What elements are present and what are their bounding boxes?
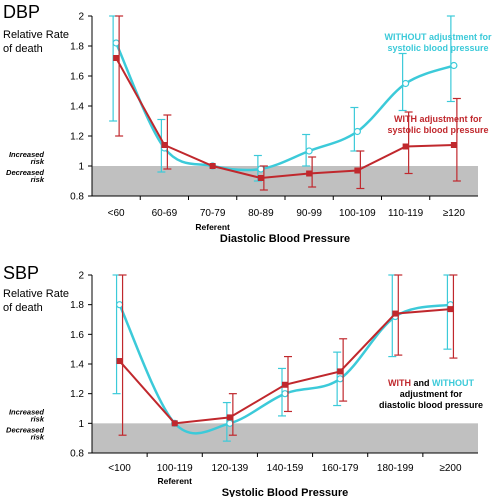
y-axis-label: Relative Rate bbox=[3, 29, 69, 41]
without-data-point bbox=[226, 419, 234, 427]
x-axis-label: Systolic Blood Pressure bbox=[222, 487, 349, 497]
y-tick-label: 1.2 bbox=[70, 389, 84, 400]
with-data-point bbox=[113, 55, 120, 61]
with-annotation: WITH adjustment for bbox=[394, 114, 482, 124]
referent-label: Referent bbox=[157, 476, 192, 486]
with-data-point bbox=[209, 163, 216, 169]
y-axis-label: of death bbox=[3, 43, 43, 55]
x-tick-label: 90-99 bbox=[296, 208, 322, 219]
x-tick-label: 110-119 bbox=[388, 208, 424, 219]
with-annotation: systolic blood pressure bbox=[387, 125, 488, 135]
with-data-point bbox=[161, 142, 168, 148]
with-data-point bbox=[226, 414, 233, 421]
x-tick-label: ≥120 bbox=[443, 208, 466, 219]
y-axis-label: Relative Rate bbox=[3, 288, 69, 300]
without-data-point bbox=[305, 147, 313, 155]
y-tick-label: 2 bbox=[78, 271, 84, 282]
annotation-word-without: WITHOUT bbox=[432, 378, 474, 388]
decreased-risk-band bbox=[92, 423, 478, 453]
annotation-word-and: and bbox=[411, 378, 432, 388]
increased-risk-label: risk bbox=[31, 414, 45, 423]
without-annotation: systolic blood pressure bbox=[387, 43, 488, 53]
y-tick-label: 0.8 bbox=[70, 192, 84, 203]
annotation-line: adjustment for bbox=[400, 389, 463, 399]
without-annotation: WITHOUT adjustment for bbox=[385, 32, 492, 42]
annotation-word-with: WITH bbox=[388, 378, 411, 388]
x-tick-label: <100 bbox=[108, 463, 131, 474]
referent-label: Referent bbox=[195, 222, 230, 232]
with-data-point bbox=[257, 175, 264, 181]
with-data-point bbox=[450, 142, 457, 148]
without-data-point bbox=[112, 39, 120, 47]
with-data-point bbox=[171, 420, 178, 427]
y-tick-label: 1.8 bbox=[70, 42, 84, 53]
x-tick-label: 70-79 bbox=[200, 208, 226, 219]
y-tick-label: 1.4 bbox=[70, 102, 84, 113]
with-data-point bbox=[354, 167, 361, 174]
y-tick-label: 1 bbox=[78, 162, 84, 173]
y-tick-label: 1 bbox=[78, 419, 84, 430]
x-tick-label: <60 bbox=[108, 208, 125, 219]
with-data-point bbox=[447, 306, 454, 313]
decreased-risk-label: Decreased bbox=[6, 425, 44, 434]
with-data-point bbox=[402, 143, 409, 150]
increased-risk-label: Increased bbox=[9, 150, 44, 159]
decreased-risk-label: risk bbox=[31, 175, 45, 184]
without-data-point bbox=[336, 375, 344, 383]
increased-risk-label: Increased bbox=[9, 407, 44, 416]
with-data-point bbox=[392, 310, 399, 317]
y-tick-label: 2 bbox=[78, 12, 84, 23]
y-tick-label: 1.6 bbox=[70, 330, 84, 341]
without-data-point bbox=[257, 165, 265, 173]
y-axis-label: of death bbox=[3, 302, 43, 314]
x-tick-label: 100-119 bbox=[157, 463, 193, 474]
decreased-risk-label: Decreased bbox=[6, 168, 44, 177]
y-tick-label: 1.6 bbox=[70, 72, 84, 83]
increased-risk-label: risk bbox=[31, 157, 45, 166]
y-tick-label: 1.8 bbox=[70, 300, 84, 311]
x-axis-label: Diastolic Blood Pressure bbox=[220, 233, 350, 245]
panel-title: SBP bbox=[3, 263, 39, 283]
x-tick-label: 140-159 bbox=[267, 463, 304, 474]
x-tick-label: ≥200 bbox=[439, 463, 462, 474]
y-tick-label: 1.4 bbox=[70, 360, 84, 371]
decreased-risk-label: risk bbox=[31, 432, 45, 441]
with-data-point bbox=[116, 358, 123, 365]
without-data-point bbox=[353, 127, 361, 136]
with-data-point bbox=[306, 170, 313, 177]
without-data-point bbox=[450, 61, 458, 70]
x-tick-label: 100-109 bbox=[339, 208, 376, 219]
x-tick-label: 160-179 bbox=[322, 463, 359, 474]
with-data-point bbox=[282, 381, 288, 388]
legend-annotation: WITH and WITHOUT bbox=[388, 378, 475, 388]
without-data-point bbox=[281, 390, 289, 398]
without-data-point bbox=[402, 79, 410, 88]
annotation-line: diastolic blood pressure bbox=[379, 400, 483, 410]
y-tick-label: 1.2 bbox=[70, 132, 84, 143]
with-data-point bbox=[337, 368, 344, 375]
x-tick-label: 80-89 bbox=[248, 208, 274, 219]
panel-title: DBP bbox=[3, 2, 40, 22]
x-tick-label: 120-139 bbox=[212, 463, 249, 474]
with-series-line bbox=[115, 57, 454, 180]
x-tick-label: 60-69 bbox=[152, 208, 178, 219]
x-tick-label: 180-199 bbox=[377, 463, 414, 474]
decreased-risk-band bbox=[92, 166, 478, 196]
without-data-point bbox=[115, 301, 124, 309]
y-tick-label: 0.8 bbox=[70, 449, 84, 460]
